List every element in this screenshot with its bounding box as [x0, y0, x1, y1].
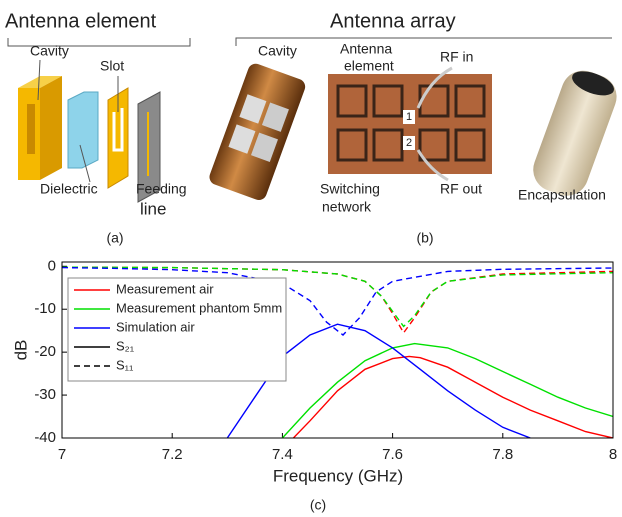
label: Dielectric: [40, 181, 98, 197]
label: element: [344, 58, 394, 74]
array-cylinder: [207, 61, 307, 202]
panel-title: Antenna element: [5, 10, 157, 32]
panel-a: Antenna element Cavity Slot Dielectric F…: [5, 10, 190, 245]
label: RF in: [440, 49, 473, 65]
label: Switching: [320, 181, 380, 197]
x-tick-label: 7: [58, 446, 66, 463]
caption: (a): [106, 230, 123, 246]
y-tick-label: -10: [34, 300, 56, 317]
y-tick-label: -20: [34, 343, 56, 360]
x-tick-label: 7.4: [272, 446, 293, 463]
label: network: [322, 199, 372, 215]
legend-label: S₁₁: [116, 357, 134, 372]
cavity-side: [40, 76, 62, 180]
legend-label: Simulation air: [116, 319, 195, 334]
x-tick-label: 8: [609, 446, 617, 463]
legend-label: Measurement air: [116, 281, 214, 296]
caption: (b): [416, 230, 433, 246]
x-tick-label: 7.6: [382, 446, 403, 463]
label: RF out: [440, 181, 482, 197]
y-axis-label: dB: [11, 340, 30, 361]
panel-title: Antenna array: [330, 10, 456, 32]
chart: dB Frequency (GHz) (c) 0 -10 -20 -30 -407 7.2…: [11, 257, 617, 512]
label: Cavity: [258, 43, 297, 59]
caption: (c): [310, 497, 326, 513]
label: Slot: [100, 58, 124, 74]
legend-label: Measurement phantom 5mm: [116, 300, 282, 315]
figure: Antenna element Cavity Slot Dielectric F…: [0, 0, 622, 517]
x-tick-label: 7.2: [162, 446, 183, 463]
y-tick-label: 0: [48, 257, 56, 274]
panel-b: Antenna array Cavity 1 2 Antenna element…: [207, 10, 622, 245]
x-tick-label: 7.8: [492, 446, 513, 463]
label: Antenna: [340, 41, 392, 57]
label: line: [140, 199, 166, 218]
y-tick-label: -30: [34, 386, 56, 403]
x-axis-label: Frequency (GHz): [273, 466, 403, 485]
label: Cavity: [30, 43, 69, 59]
cavity-inner: [27, 104, 35, 154]
y-tick-label: -40: [34, 429, 56, 446]
label: Encapsulation: [518, 187, 606, 203]
label: Feeding: [136, 181, 187, 197]
legend-label: S₂₁: [116, 338, 135, 353]
switch-label: 1: [406, 111, 412, 123]
switch-label: 2: [406, 137, 412, 149]
